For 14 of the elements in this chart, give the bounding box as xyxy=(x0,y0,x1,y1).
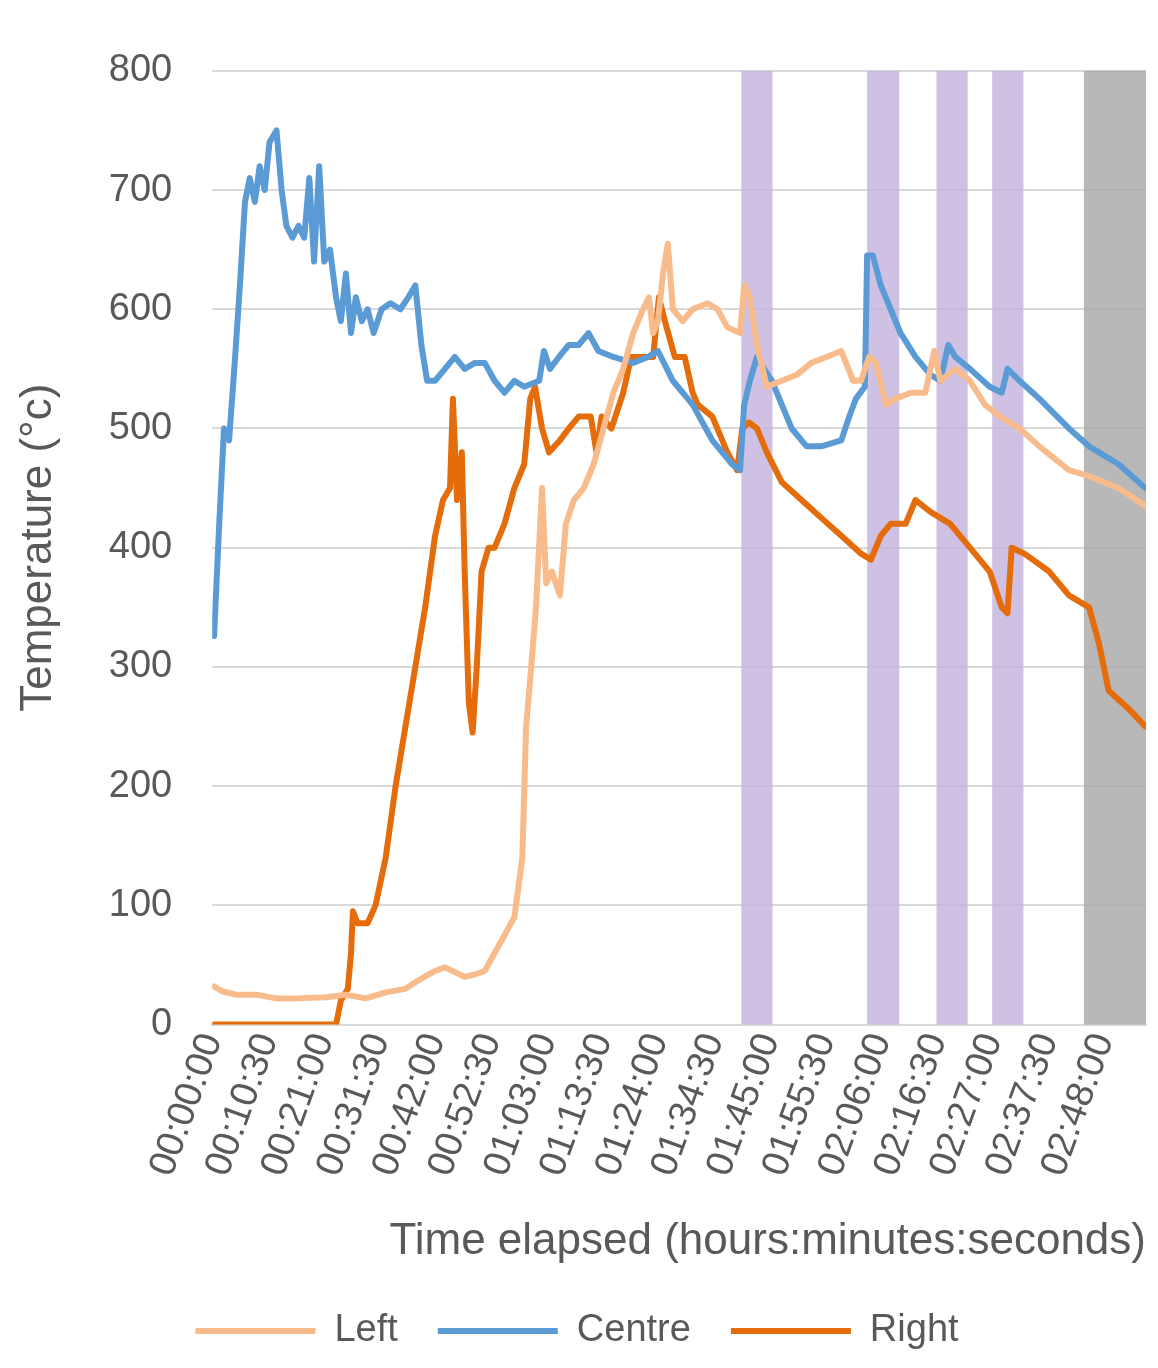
y-tick-label: 100 xyxy=(108,881,173,924)
y-axis-title: Temperature (°c) xyxy=(10,383,60,712)
y-tick-label: 600 xyxy=(108,285,173,328)
y-tick-label: 500 xyxy=(108,404,173,447)
y-tick-label: 200 xyxy=(108,762,173,805)
x-axis-title: Time elapsed (hours:minutes:seconds) xyxy=(389,1213,1146,1263)
legend-label: Right xyxy=(869,1307,960,1350)
y-tick-label: 800 xyxy=(108,47,173,90)
y-tick-label: 700 xyxy=(108,166,173,209)
legend-label: Left xyxy=(334,1307,399,1350)
y-tick-label: 0 xyxy=(151,1001,173,1044)
legend-label: Centre xyxy=(576,1307,691,1350)
y-tick-label: 400 xyxy=(108,524,173,567)
y-tick-label: 300 xyxy=(108,643,173,686)
